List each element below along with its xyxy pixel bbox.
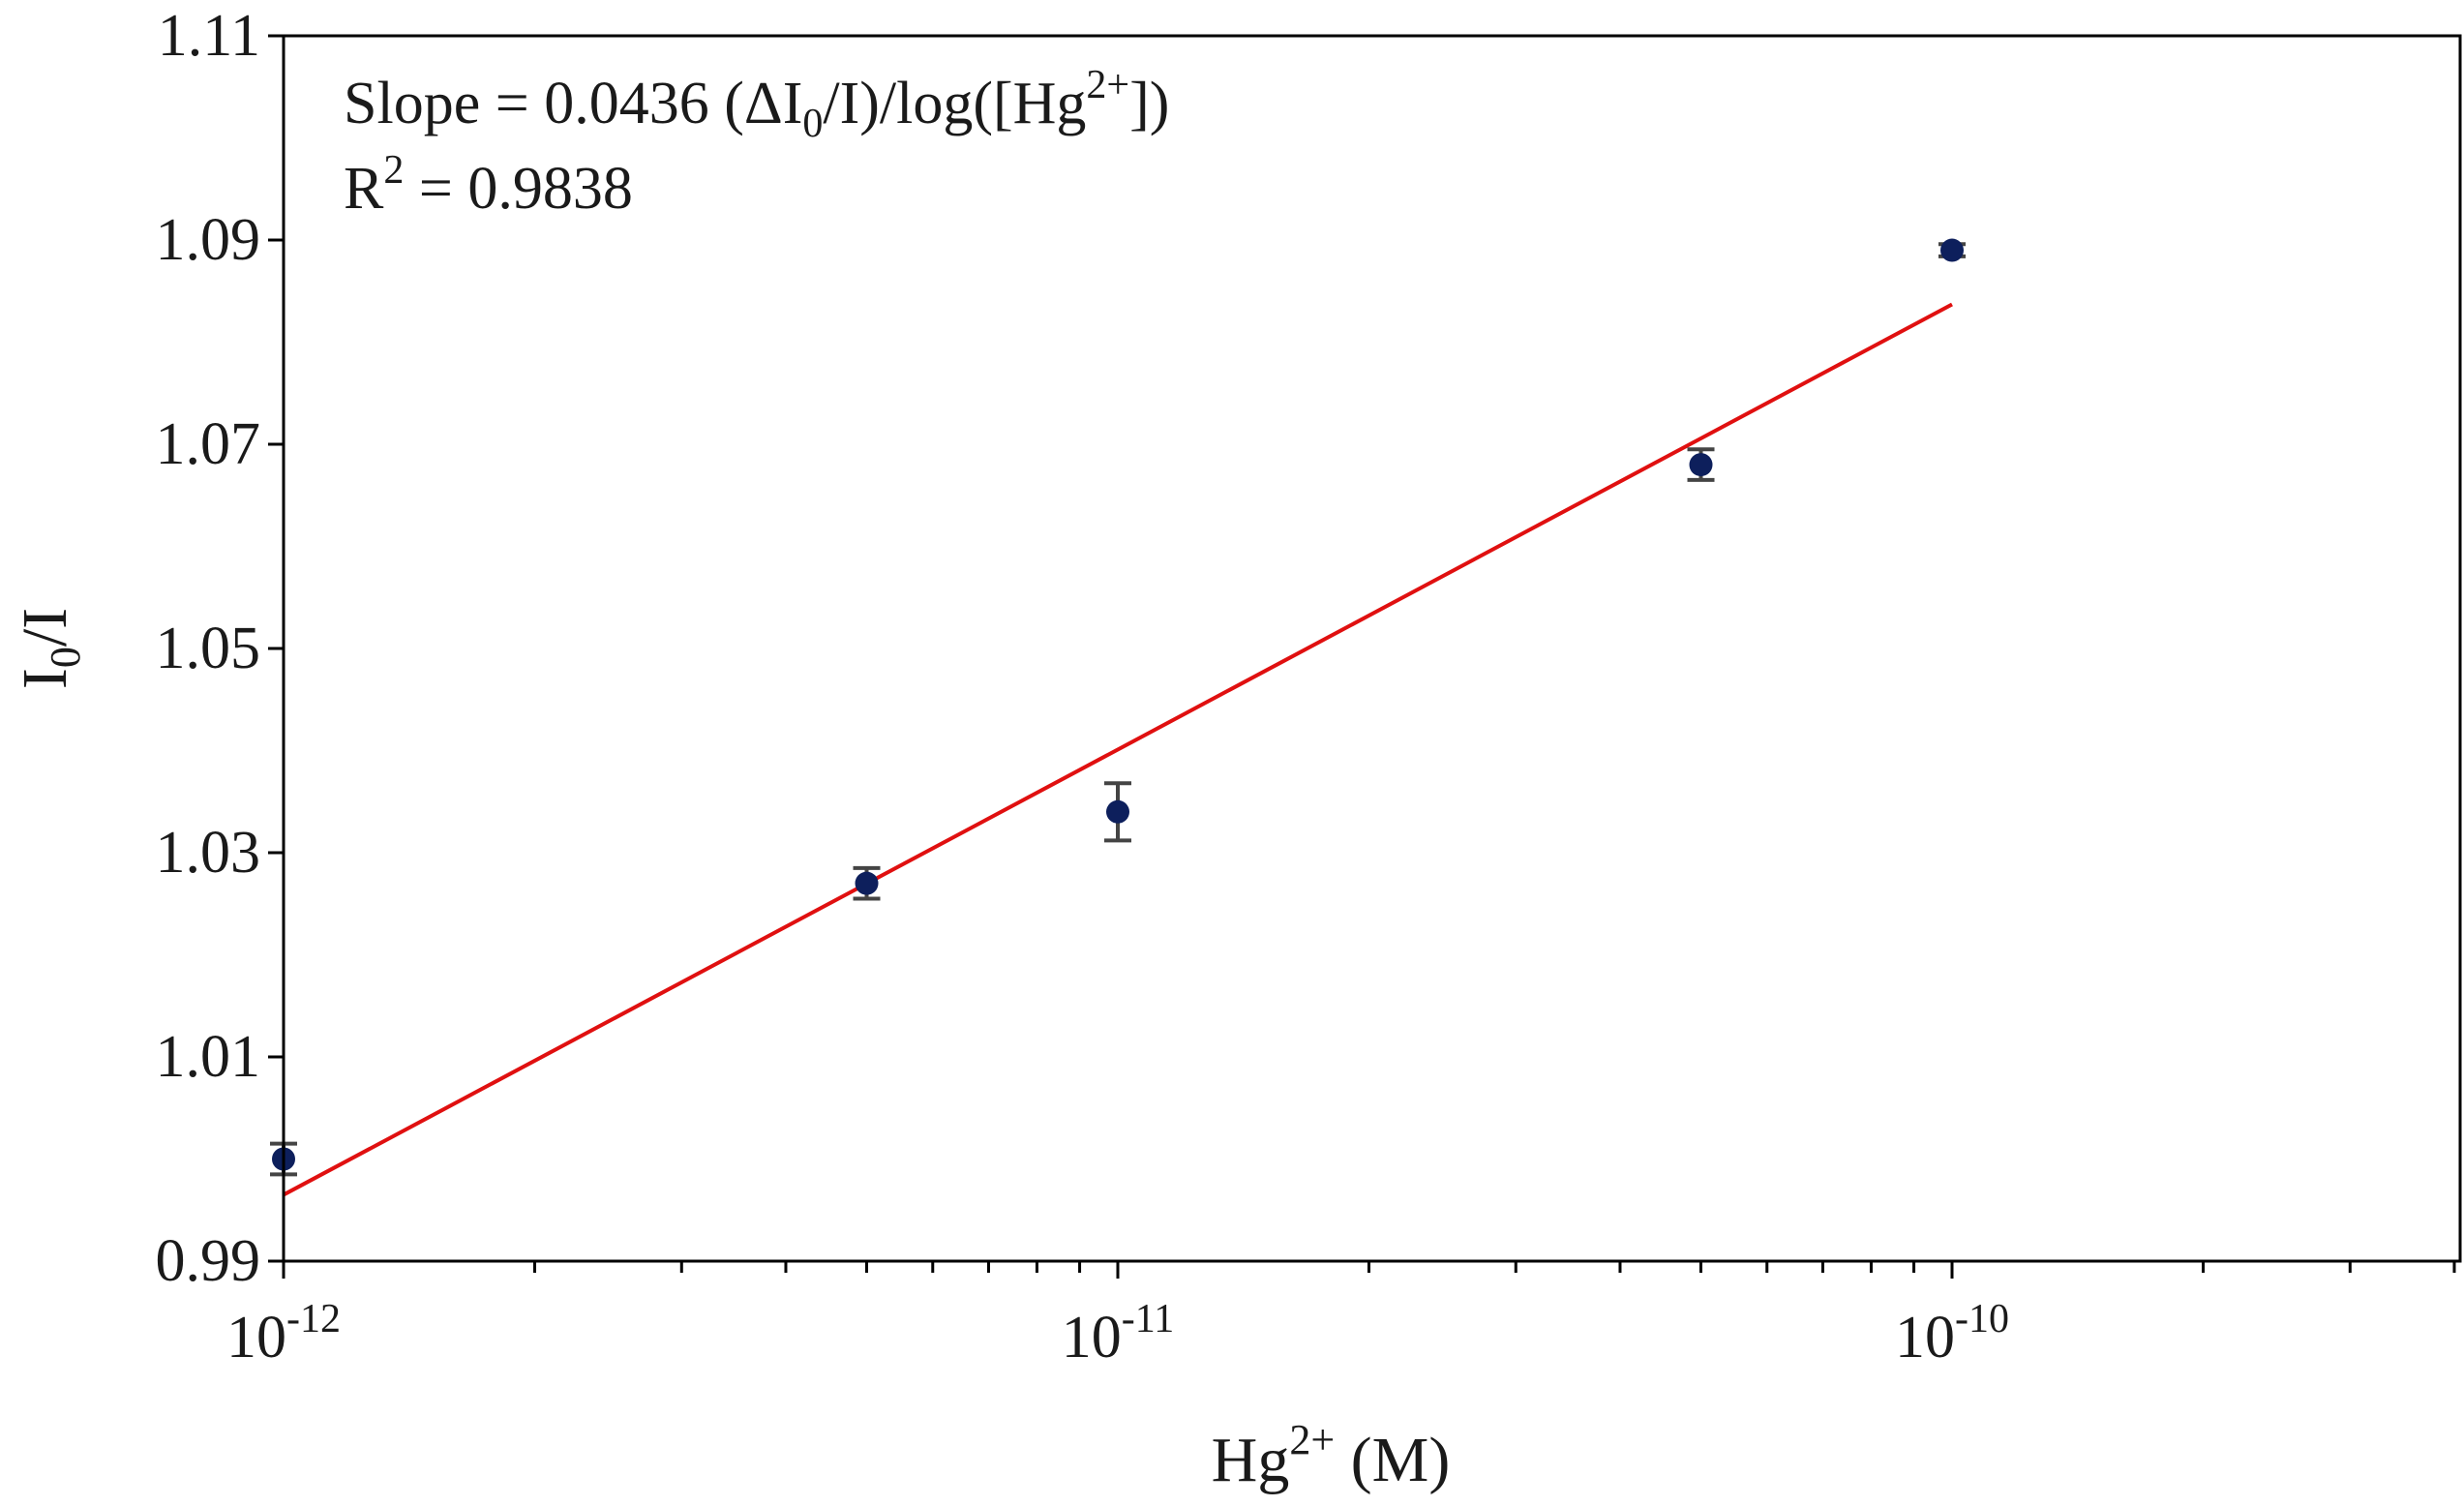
data-marker (855, 871, 879, 895)
x-axis-title: Hg2+ (M) (1212, 1416, 1451, 1495)
data-marker (1106, 799, 1129, 824)
data-point (1938, 238, 1966, 262)
fit-line-layer (283, 302, 1953, 1197)
y-tick-label: 1.09 (156, 207, 261, 273)
y-tick-label: 1.05 (156, 616, 261, 681)
data-marker (1689, 453, 1713, 477)
y-tick-label: 1.07 (156, 411, 261, 477)
x-tick-label: 10-10 (1895, 1297, 2009, 1370)
data-point (853, 865, 881, 901)
data-point (1104, 781, 1131, 843)
y-tick-label: 1.03 (156, 820, 261, 886)
y-tick-label: 1.01 (156, 1024, 261, 1090)
y-axis-title: I0/I (10, 608, 89, 689)
r-squared-annotation: R2 = 0.9838 (344, 148, 633, 222)
y-tick-label: 1.11 (158, 3, 260, 69)
data-points-layer (270, 238, 1966, 1177)
data-point (1687, 447, 1715, 482)
y-tick-label: 0.99 (156, 1228, 261, 1294)
axes-layer: 0.99 1.01 1.03 1.05 1.07 1.09 1.11 10-12 10-11 10… (156, 3, 2460, 1370)
x-tick-label: 10-11 (1062, 1297, 1174, 1370)
data-marker (1940, 238, 1964, 262)
fit-line (283, 302, 1953, 1197)
x-tick-label: 10-12 (226, 1297, 341, 1370)
slope-annotation: Slope = 0.0436 (ΔI0/I)/log([Hg2+]) (344, 63, 1169, 146)
